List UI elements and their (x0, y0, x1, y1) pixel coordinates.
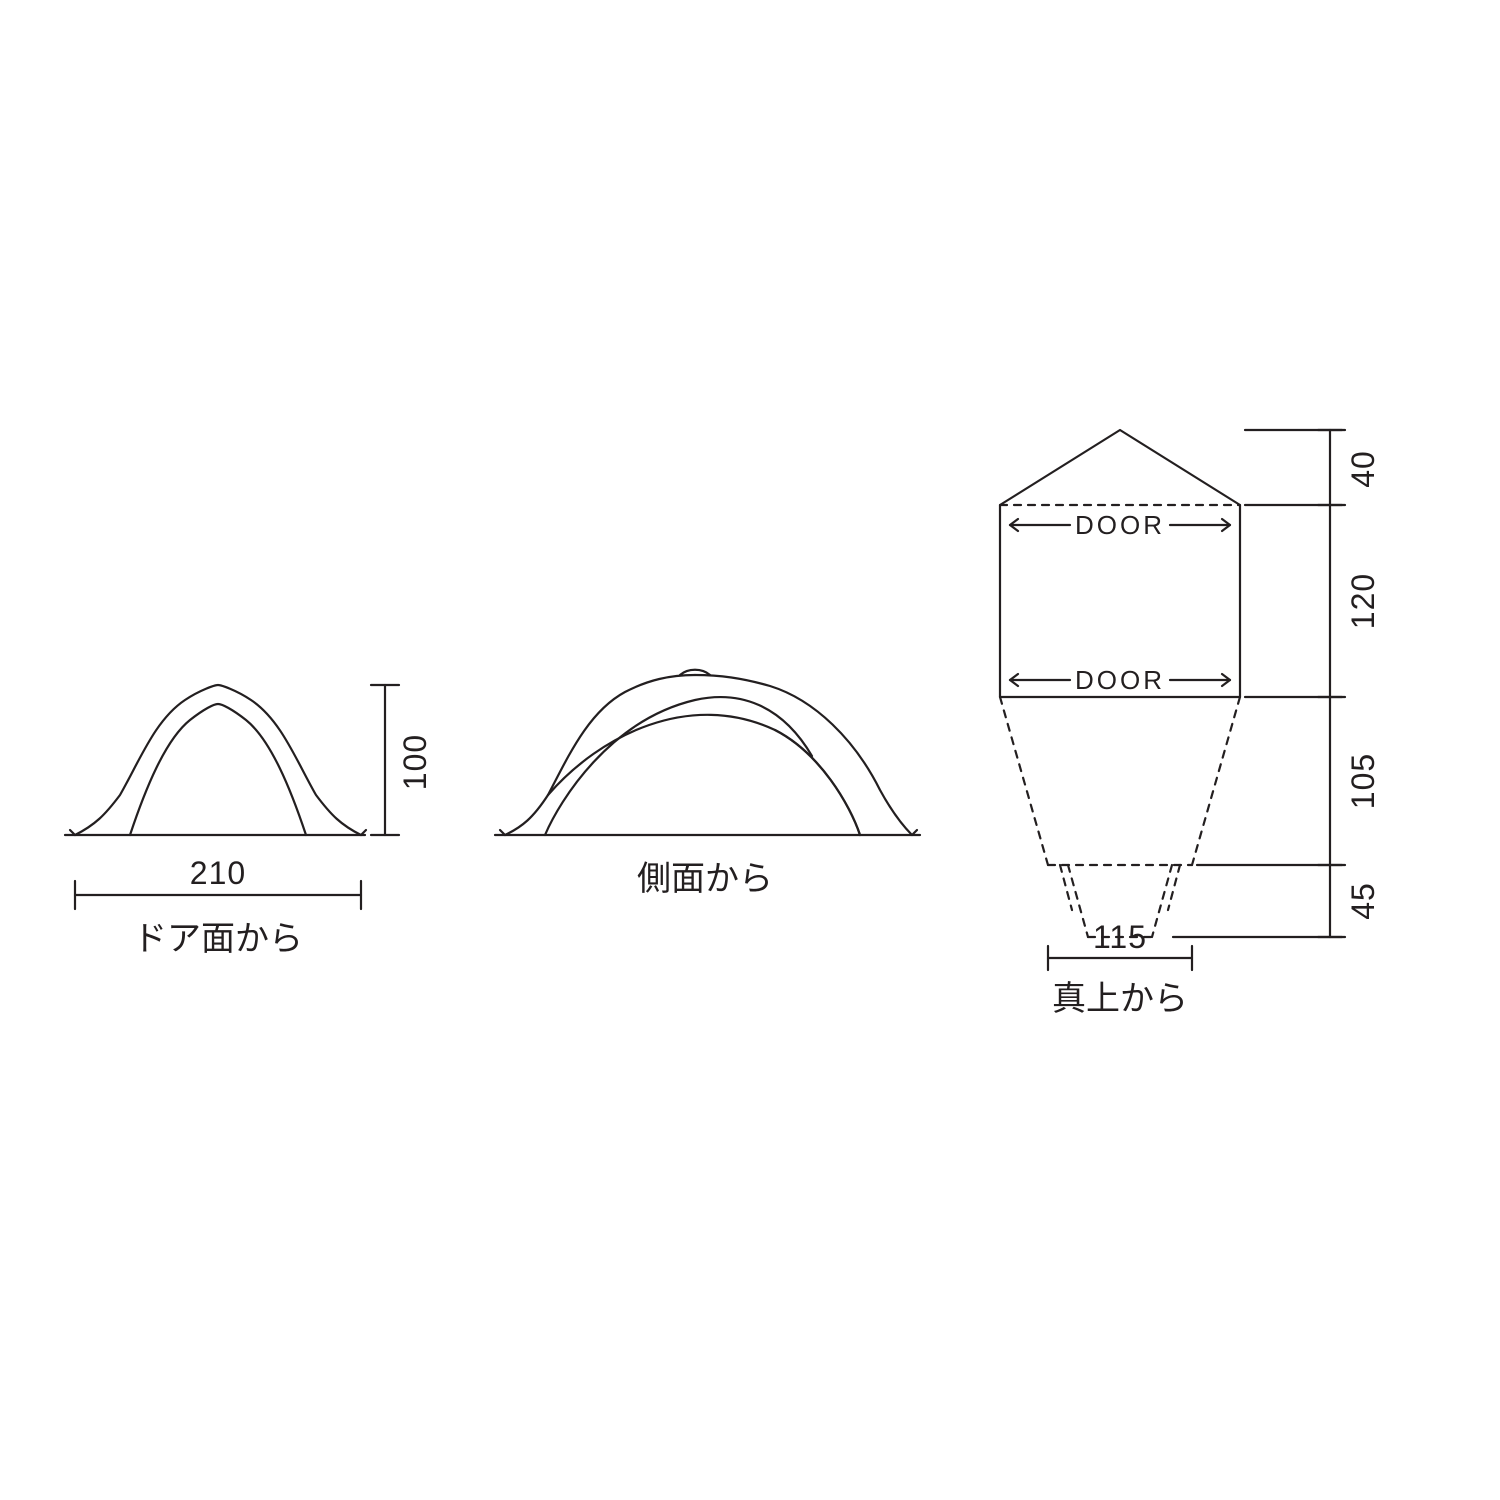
top-door-label-1: DOOR (1075, 510, 1165, 540)
top-h2-dim: 120 (1345, 573, 1381, 629)
front-view-label: ドア面から (133, 920, 303, 958)
front-height-dim: 100 (397, 734, 433, 790)
top-h3-dim: 105 (1345, 753, 1381, 809)
tent-diagram: 100 210 ドア面から 側面から DOOR DOOR 40 120 105 … (0, 0, 1500, 1500)
top-h1-dim: 40 (1345, 450, 1381, 488)
side-view-label: 側面から (637, 860, 773, 898)
side-view (495, 670, 920, 835)
front-width-dim: 210 (190, 855, 246, 891)
top-view (1000, 430, 1345, 970)
top-width-dim: 115 (1093, 919, 1147, 955)
top-view-label: 真上から (1052, 980, 1188, 1018)
top-door-label-2: DOOR (1075, 665, 1165, 695)
top-h4-dim: 45 (1345, 882, 1381, 920)
